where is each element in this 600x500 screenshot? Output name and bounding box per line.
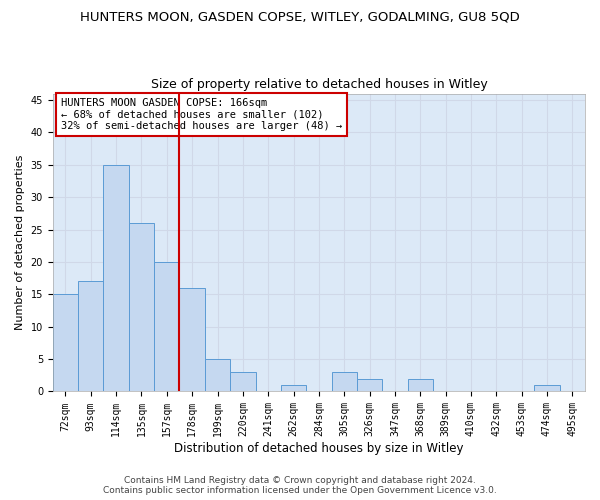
- Bar: [103, 165, 129, 392]
- Bar: [179, 288, 205, 392]
- Bar: [154, 262, 179, 392]
- Text: Contains HM Land Registry data © Crown copyright and database right 2024.
Contai: Contains HM Land Registry data © Crown c…: [103, 476, 497, 495]
- Bar: [78, 282, 103, 392]
- X-axis label: Distribution of detached houses by size in Witley: Distribution of detached houses by size …: [174, 442, 464, 455]
- Text: HUNTERS MOON, GASDEN COPSE, WITLEY, GODALMING, GU8 5QD: HUNTERS MOON, GASDEN COPSE, WITLEY, GODA…: [80, 10, 520, 23]
- Bar: [205, 359, 230, 392]
- Title: Size of property relative to detached houses in Witley: Size of property relative to detached ho…: [151, 78, 487, 91]
- Text: HUNTERS MOON GASDEN COPSE: 166sqm
← 68% of detached houses are smaller (102)
32%: HUNTERS MOON GASDEN COPSE: 166sqm ← 68% …: [61, 98, 342, 131]
- Y-axis label: Number of detached properties: Number of detached properties: [15, 155, 25, 330]
- Bar: [332, 372, 357, 392]
- Bar: [281, 385, 306, 392]
- Bar: [357, 378, 382, 392]
- Bar: [407, 378, 433, 392]
- Bar: [129, 223, 154, 392]
- Bar: [535, 385, 560, 392]
- Bar: [230, 372, 256, 392]
- Bar: [53, 294, 78, 392]
